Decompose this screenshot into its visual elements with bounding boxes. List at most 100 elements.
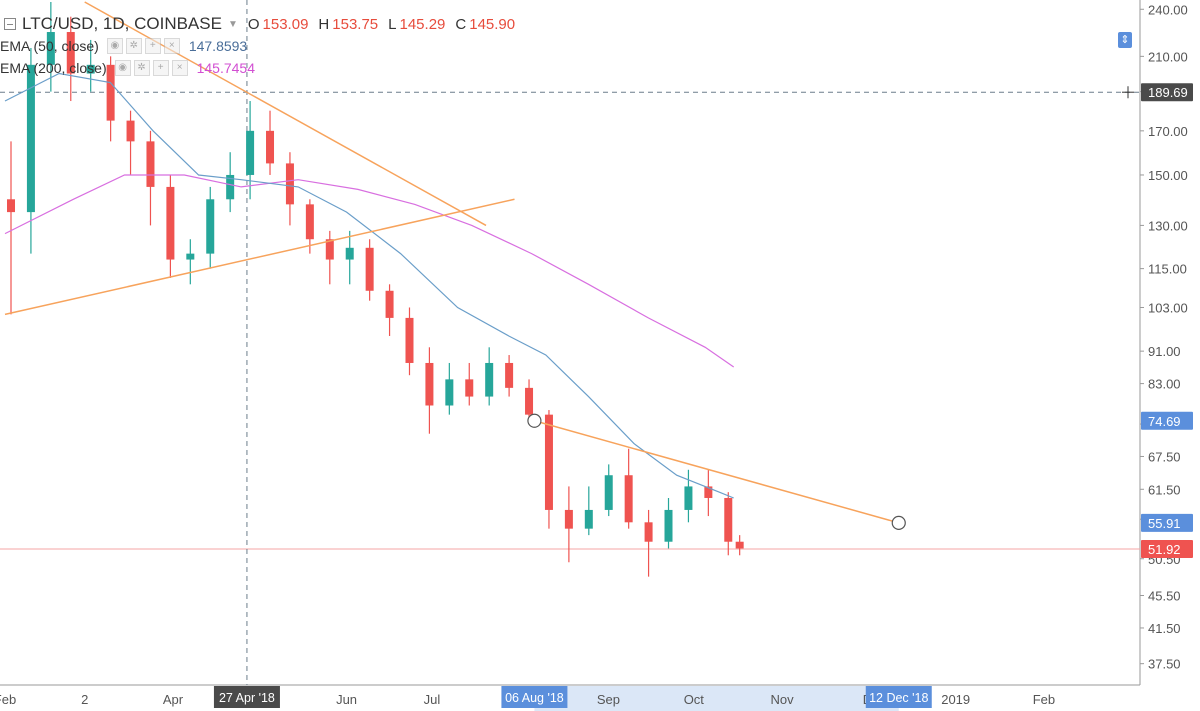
open-value: 153.09	[262, 15, 309, 33]
x-tick-label: Feb	[0, 692, 16, 707]
y-tick-label: 210.00	[1148, 49, 1188, 64]
ema50-controls: ◉ ✲ + ×	[106, 38, 183, 54]
candle-body	[7, 199, 15, 213]
collapse-icon[interactable]	[4, 18, 16, 30]
ema50-value: 147.8593	[188, 38, 248, 54]
x-range-highlight	[534, 686, 899, 711]
symbol-row: LTC/USD, 1D, COINBASE ▼ O 153.09 H 153.7…	[0, 14, 515, 34]
x-axis-badge	[213, 686, 280, 708]
plus-icon[interactable]: +	[152, 60, 169, 76]
y-axis-badge	[1141, 513, 1193, 532]
x-tick-label: Nov	[770, 692, 794, 707]
x-tick-label: Sep	[597, 692, 620, 707]
y-tick-label: 170.00	[1148, 124, 1188, 139]
gear-icon[interactable]: ✲	[133, 60, 150, 76]
y-tick-label: 240.00	[1148, 2, 1188, 17]
trendline[interactable]	[4, 198, 515, 316]
ema200-legend: EMA (200, close) ◉ ✲ + × 145.7454	[0, 60, 255, 76]
high-value: 153.75	[332, 15, 379, 33]
scale-toggle-icon[interactable]: ⇕	[1118, 32, 1132, 48]
symbol-title[interactable]: LTC/USD, 1D, COINBASE	[22, 14, 222, 33]
candle-body	[704, 486, 713, 498]
candle-body	[445, 379, 454, 406]
candle-body	[425, 362, 434, 406]
y-tick-label: 61.50	[1148, 482, 1181, 497]
trendline-handle[interactable]	[527, 413, 542, 428]
y-axis-badge	[1141, 539, 1193, 558]
candle-body	[544, 414, 553, 510]
y-tick-label: 83.00	[1148, 377, 1181, 392]
candle-body	[46, 32, 55, 65]
candle-body	[405, 317, 414, 363]
candle-body	[126, 120, 135, 142]
close-icon[interactable]: ×	[163, 38, 180, 54]
x-axis-badge-label: 06 Aug '18	[505, 691, 564, 705]
x-tick-label: 2019	[941, 692, 970, 707]
eye-icon[interactable]: ◉	[106, 38, 123, 54]
ema200-line	[4, 174, 735, 368]
candle-body	[325, 239, 334, 260]
chevron-down-icon[interactable]: ▼	[227, 18, 238, 30]
y-axis-badge	[1141, 411, 1193, 430]
ema50-label[interactable]: EMA (50, close)	[0, 38, 99, 54]
close-value: 145.90	[469, 15, 516, 33]
candle-body	[385, 290, 394, 318]
y-tick-label: 37.50	[1148, 657, 1181, 672]
close-icon[interactable]: ×	[171, 60, 188, 76]
y-tick-label: 130.00	[1148, 218, 1188, 233]
ema200-value: 145.7454	[196, 60, 256, 76]
candle-body	[305, 204, 314, 240]
x-axis-badge	[501, 686, 568, 708]
candle-body	[624, 475, 633, 523]
candle-body	[66, 32, 75, 74]
candle-body	[246, 130, 255, 175]
plus-icon[interactable]: +	[144, 38, 161, 54]
y-axis-badge-label: 55.91	[1148, 516, 1181, 531]
candle-body	[86, 64, 95, 74]
y-axis-badge	[1141, 83, 1193, 102]
trendline[interactable]	[84, 1, 487, 227]
candle-body	[505, 362, 514, 388]
y-tick-label: 91.00	[1148, 344, 1181, 359]
x-tick-label: Jul	[424, 692, 441, 707]
gear-icon[interactable]: ✲	[125, 38, 142, 54]
low-value: 145.29	[399, 15, 446, 33]
y-tick-label: 150.00	[1148, 168, 1188, 183]
x-tick-label: 2	[81, 692, 88, 707]
low-label: L	[388, 15, 397, 33]
candle-body	[644, 522, 653, 542]
candle-body	[485, 362, 494, 397]
y-axis-badge-label: 189.69	[1148, 85, 1188, 100]
ema200-label[interactable]: EMA (200, close)	[0, 60, 107, 76]
candle-body	[146, 141, 155, 187]
candle-body	[684, 486, 693, 510]
x-axis-badge	[865, 686, 932, 708]
trendline-handle[interactable]	[891, 515, 906, 530]
ema50-line	[4, 72, 734, 499]
x-tick-label: Jun	[336, 692, 357, 707]
trendline[interactable]	[534, 420, 899, 524]
candle-body	[266, 130, 275, 164]
candle-body	[26, 64, 35, 213]
y-tick-label: 41.50	[1148, 621, 1181, 636]
eye-icon[interactable]: ◉	[114, 60, 131, 76]
close-label: C	[455, 15, 467, 33]
candle-body	[166, 186, 175, 260]
x-axis-badge-label: 12 Dec '18	[869, 691, 928, 705]
candle-body	[106, 64, 115, 121]
y-tick-label: 67.50	[1148, 449, 1181, 464]
candle-body	[285, 163, 294, 205]
candle-body	[584, 509, 593, 529]
candle-body	[186, 253, 195, 260]
y-tick-label: 103.00	[1148, 300, 1188, 315]
x-tick-label: Apr	[163, 692, 184, 707]
y-axis-badge-label: 51.92	[1148, 542, 1181, 557]
candle-body	[664, 509, 673, 542]
candle-body	[735, 541, 744, 549]
candle-body	[345, 247, 354, 260]
open-label: O	[247, 15, 260, 33]
y-axis-badge-label: 74.69	[1148, 414, 1181, 429]
y-tick-label: 115.00	[1148, 262, 1187, 277]
high-label: H	[318, 15, 330, 33]
